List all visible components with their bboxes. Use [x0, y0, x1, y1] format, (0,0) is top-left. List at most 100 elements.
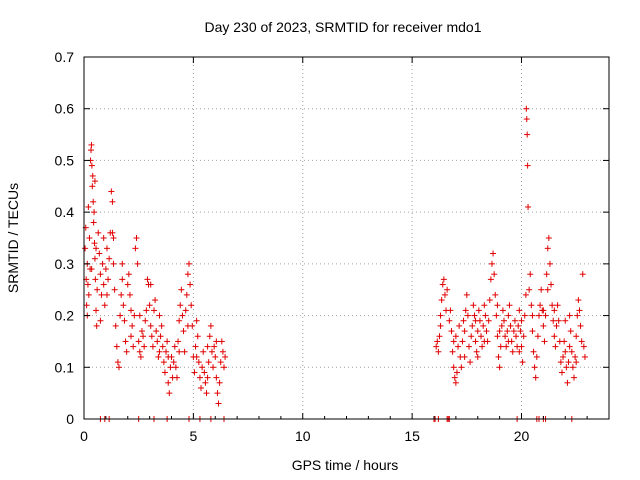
data-point	[131, 312, 138, 319]
data-point	[126, 291, 133, 298]
data-point	[505, 338, 512, 345]
tick-labels: 0 5 10 15 20 0 0.1 0.2 0.3 0.4 0.5 0.6 0.7	[55, 49, 530, 444]
data-point	[91, 240, 98, 247]
data-point	[504, 328, 511, 335]
data-point	[447, 307, 454, 314]
data-point	[481, 302, 488, 309]
data-point	[120, 302, 127, 309]
data-point	[578, 338, 585, 345]
data-point	[490, 250, 497, 257]
x-tick-label: 5	[189, 428, 197, 444]
data-point	[576, 307, 583, 314]
data-point	[192, 343, 199, 350]
data-point	[532, 374, 539, 381]
data-point	[154, 338, 161, 345]
data-point	[540, 322, 547, 329]
data-point	[515, 322, 522, 329]
data-point	[474, 353, 481, 360]
data-point	[440, 276, 447, 283]
data-point	[195, 359, 202, 366]
data-point	[165, 379, 172, 386]
data-point	[153, 328, 160, 335]
data-point	[176, 317, 183, 324]
data-point	[219, 348, 226, 355]
data-point	[575, 297, 582, 304]
data-point	[212, 353, 219, 360]
data-point	[480, 322, 487, 329]
y-tick-label: 0.1	[55, 359, 75, 375]
y-tick-label: 0.4	[55, 204, 75, 220]
data-point	[114, 359, 121, 366]
data-point	[462, 307, 469, 314]
data-point	[124, 281, 131, 288]
data-point	[123, 348, 130, 355]
data-point	[213, 374, 220, 381]
data-point	[113, 343, 120, 350]
data-point	[555, 317, 562, 324]
data-point	[158, 322, 165, 329]
data-point	[133, 235, 140, 241]
data-point	[569, 364, 576, 371]
data-point	[149, 343, 156, 350]
data-point	[175, 338, 182, 345]
data-point	[479, 343, 486, 350]
data-point	[140, 333, 147, 340]
data-point	[561, 338, 568, 345]
data-point	[460, 317, 467, 324]
data-point	[203, 390, 210, 397]
data-point	[437, 322, 444, 329]
data-point	[562, 317, 569, 324]
data-point	[494, 302, 501, 309]
data-point	[90, 198, 97, 205]
data-point	[488, 260, 495, 267]
data-point	[147, 281, 154, 288]
data-point	[461, 353, 468, 360]
data-point	[563, 364, 570, 371]
data-point	[206, 333, 213, 340]
data-point	[85, 291, 92, 298]
data-point	[93, 245, 100, 252]
data-point	[125, 271, 132, 278]
data-point	[156, 348, 163, 355]
data-point	[495, 353, 502, 360]
data-point	[103, 291, 110, 298]
data-point	[183, 291, 190, 298]
data-point	[118, 291, 125, 298]
data-point	[472, 317, 479, 324]
data-point	[93, 322, 100, 329]
data-point	[196, 374, 203, 381]
data-point	[560, 353, 567, 360]
data-point	[537, 302, 544, 309]
data-point	[159, 343, 166, 350]
data-point	[557, 359, 564, 366]
data-point	[551, 333, 558, 340]
data-point	[485, 317, 492, 324]
data-point	[553, 322, 560, 329]
data-point	[173, 374, 180, 381]
data-point	[499, 307, 506, 314]
data-point	[208, 348, 215, 355]
data-point	[110, 235, 117, 241]
data-point	[562, 348, 569, 355]
data-point	[498, 322, 505, 329]
data-point	[182, 307, 189, 314]
data-point	[179, 312, 186, 319]
data-point	[146, 302, 153, 309]
data-point	[161, 369, 168, 376]
data-point	[221, 364, 227, 371]
data-point	[574, 312, 581, 319]
data-point	[581, 353, 588, 360]
data-point	[138, 328, 145, 335]
data-point	[531, 364, 538, 371]
data-point	[180, 328, 187, 335]
data-point	[88, 141, 95, 148]
y-tick-label: 0.6	[55, 101, 75, 117]
data-point	[100, 235, 107, 241]
data-point	[137, 353, 144, 360]
axis-ticks	[83, 56, 609, 420]
data-point	[436, 333, 443, 340]
data-point	[528, 302, 535, 309]
data-point	[128, 333, 135, 340]
x-tick-label: 15	[404, 428, 420, 444]
data-point	[178, 286, 185, 293]
